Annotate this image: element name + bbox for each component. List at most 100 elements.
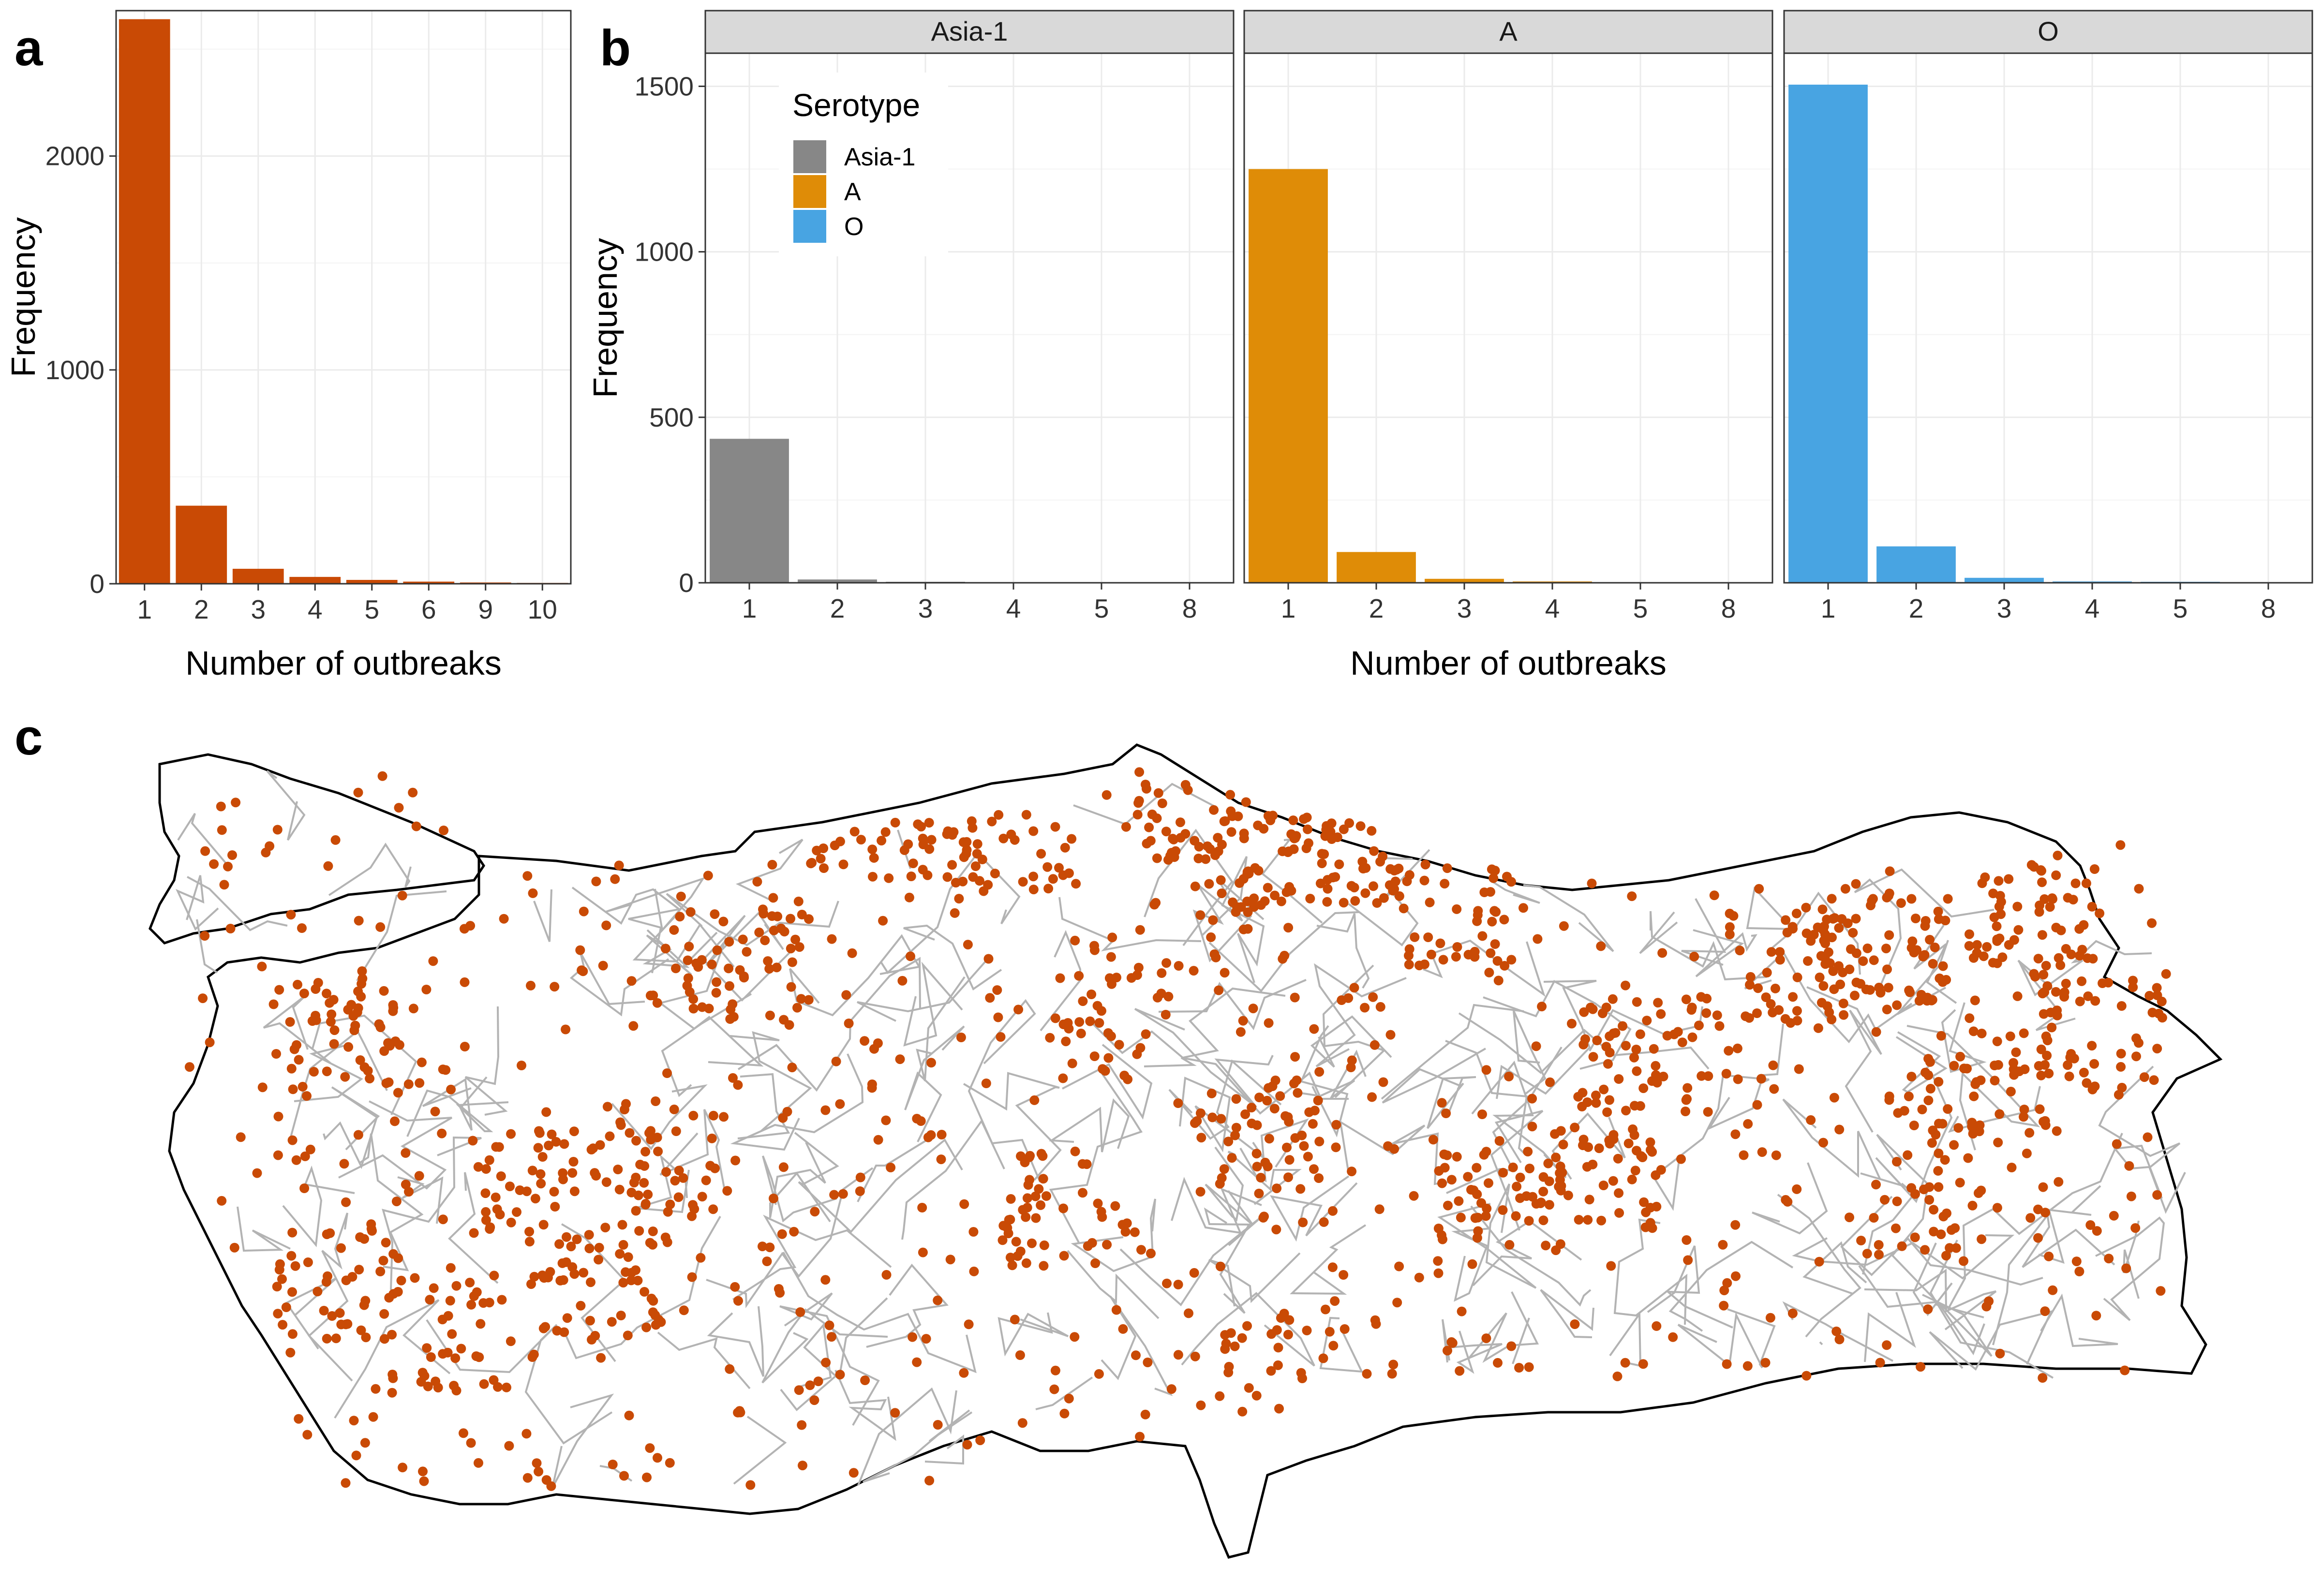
district-boundary	[1158, 979, 1307, 1031]
outbreak-point	[1242, 1321, 1252, 1331]
outbreak-point	[926, 1130, 936, 1140]
outbreak-point	[377, 771, 387, 781]
outbreak-point	[1219, 1164, 1229, 1174]
outbreak-point	[961, 849, 971, 859]
outbreak-point	[614, 1184, 625, 1195]
outbreak-point	[1788, 992, 1798, 1002]
outbreak-point	[897, 975, 908, 986]
outbreak-point	[1541, 1241, 1551, 1251]
outbreak-point	[1574, 1215, 1584, 1225]
outbreak-point	[1940, 1155, 1950, 1165]
outbreak-point	[2024, 1128, 2035, 1138]
outbreak-point	[1632, 997, 1642, 1007]
outbreak-point	[1195, 1108, 1206, 1118]
outbreak-point	[2044, 1251, 2054, 1261]
outbreak-point	[718, 916, 729, 927]
outbreak-point	[286, 1064, 297, 1074]
outbreak-point	[1389, 884, 1399, 894]
outbreak-point	[968, 872, 978, 882]
x-tick-label: 5	[1633, 593, 1648, 623]
outbreak-point	[1641, 1207, 1651, 1217]
outbreak-point	[1251, 1390, 1262, 1401]
district-boundary	[901, 1119, 1005, 1240]
outbreak-point	[1161, 827, 1171, 837]
outbreak-point	[610, 874, 620, 884]
outbreak-point	[2131, 1033, 2141, 1043]
outbreak-point	[2092, 1226, 2102, 1236]
outbreak-point	[423, 1381, 433, 1391]
outbreak-point	[1039, 1240, 1049, 1250]
outbreak-point	[703, 871, 713, 881]
outbreak-point	[1100, 1066, 1110, 1076]
outbreak-point	[1162, 1278, 1172, 1288]
outbreak-point	[598, 961, 608, 971]
outbreak-point	[2044, 1068, 2054, 1079]
outbreak-point	[1299, 1141, 1309, 1151]
outbreak-point	[466, 1300, 476, 1310]
outbreak-point	[1806, 1115, 1816, 1125]
outbreak-point	[1525, 1164, 1534, 1173]
outbreak-point	[696, 1253, 706, 1263]
outbreak-point	[1923, 1304, 1933, 1314]
outbreak-point	[881, 1270, 892, 1280]
outbreak-point	[1452, 904, 1462, 914]
outbreak-point	[1907, 936, 1918, 946]
outbreak-point	[2104, 1254, 2114, 1264]
outbreak-point	[643, 1189, 653, 1199]
outbreak-point	[1132, 970, 1142, 980]
outbreak-point	[497, 1295, 507, 1305]
district-boundary	[794, 1132, 963, 1233]
outbreak-point	[895, 1054, 905, 1064]
outbreak-point	[1152, 853, 1162, 863]
outbreak-point	[2038, 1373, 2048, 1383]
outbreak-point	[558, 1174, 568, 1184]
outbreak-point	[1494, 1136, 1504, 1146]
legend-label-O: O	[844, 213, 863, 241]
outbreak-point	[2036, 1070, 2046, 1080]
outbreak-point	[1228, 897, 1238, 907]
outbreak-point	[443, 1311, 453, 1321]
outbreak-point	[1238, 874, 1249, 884]
outbreak-point	[2045, 902, 2055, 912]
outbreak-point	[2061, 978, 2071, 989]
outbreak-point	[2077, 945, 2087, 955]
outbreak-point	[1825, 958, 1835, 968]
outbreak-point	[661, 1167, 671, 1177]
outbreak-point	[1042, 1191, 1051, 1201]
outbreak-point	[287, 1287, 297, 1297]
outbreak-point	[1745, 980, 1755, 990]
outbreak-point	[831, 1056, 841, 1066]
outbreak-point	[311, 1011, 321, 1020]
outbreak-point	[642, 1472, 652, 1482]
district-boundary	[2018, 940, 2152, 997]
outbreak-point	[1166, 1384, 1176, 1394]
outbreak-point	[1735, 946, 1745, 956]
district-boundary	[1181, 1292, 1315, 1367]
district-boundary	[1201, 856, 1265, 983]
outbreak-point	[758, 904, 768, 915]
outbreak-point	[1107, 979, 1116, 989]
outbreak-point	[1374, 1204, 1384, 1214]
outbreak-point	[1792, 1006, 1802, 1016]
outbreak-point	[552, 1326, 562, 1336]
outbreak-point	[1298, 1217, 1308, 1227]
outbreak-point	[1264, 1083, 1274, 1093]
outbreak-point	[526, 980, 536, 990]
outbreak-point	[287, 1227, 298, 1238]
outbreak-point	[554, 1239, 565, 1249]
outbreak-point	[730, 1282, 740, 1292]
outbreak-point	[1226, 827, 1236, 837]
outbreak-point	[1362, 1369, 1372, 1379]
outbreak-point	[2005, 1031, 2015, 1041]
outbreak-point	[1120, 1227, 1131, 1237]
outbreak-point	[1223, 1137, 1234, 1147]
outbreak-point	[2019, 1112, 2028, 1122]
outbreak-point	[418, 1466, 428, 1477]
outbreak-point	[1658, 1071, 1668, 1081]
outbreak-point	[2014, 1066, 2024, 1077]
district-boundary	[1864, 1292, 1916, 1362]
outbreak-point	[1500, 961, 1510, 971]
outbreak-point	[1156, 989, 1166, 999]
outbreak-point	[1992, 1203, 2002, 1213]
outbreak-point	[1499, 915, 1509, 925]
